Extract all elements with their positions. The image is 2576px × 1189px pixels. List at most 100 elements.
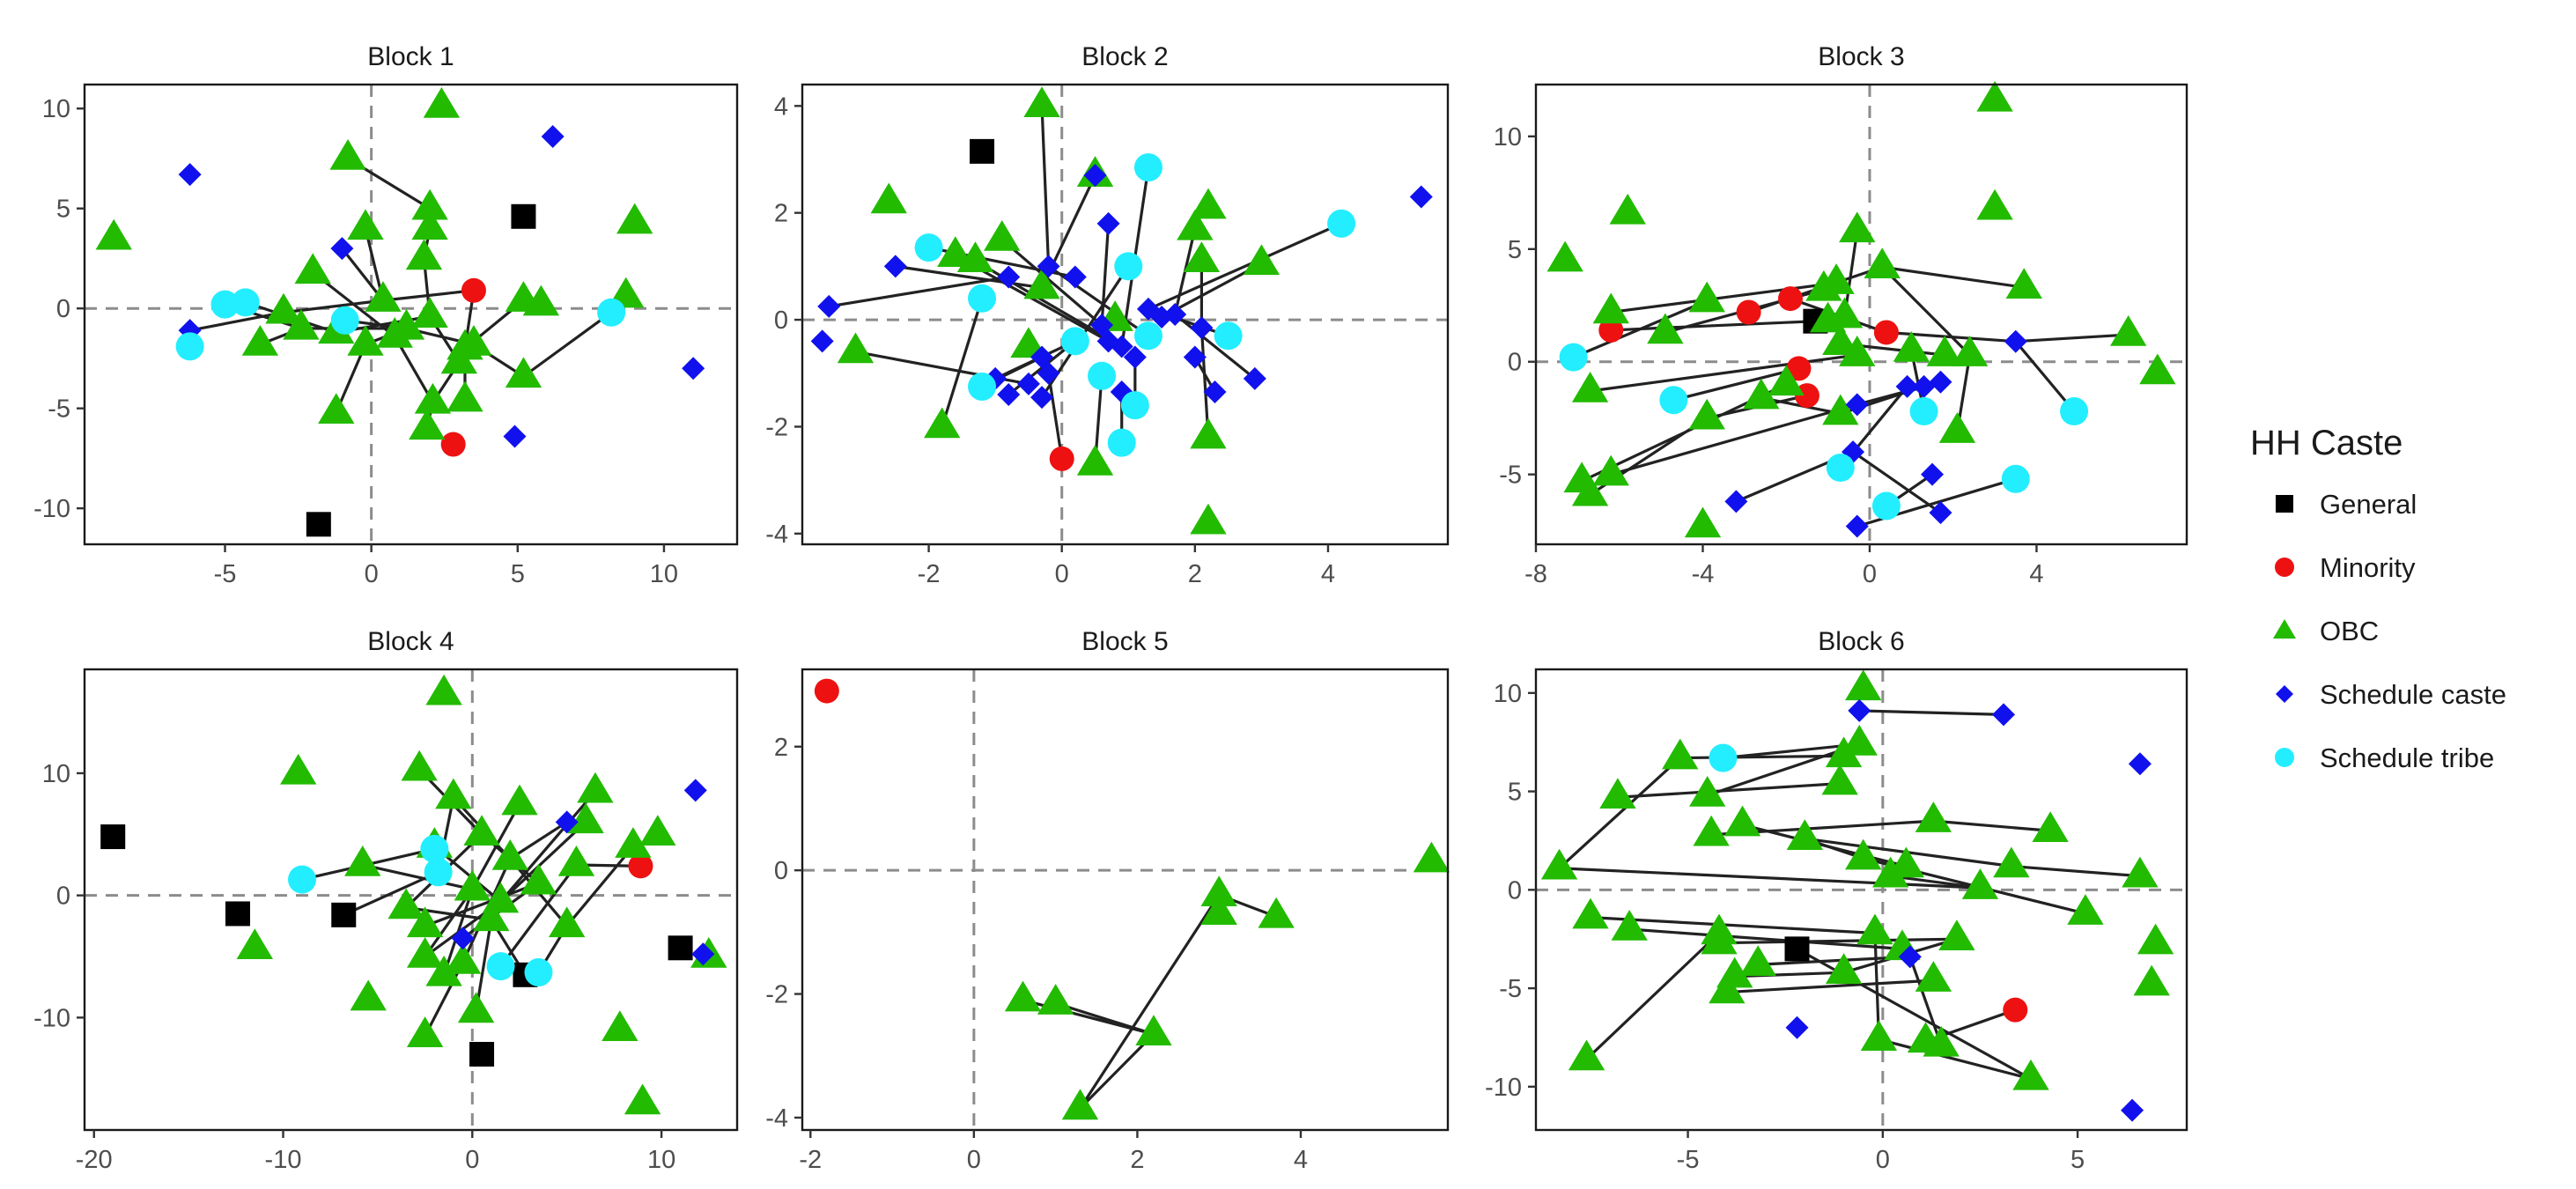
point-obc <box>411 188 448 220</box>
point-minority <box>1777 286 1803 312</box>
point-obc <box>457 992 495 1023</box>
legend-key-minority <box>2275 558 2294 577</box>
point-obc <box>522 284 560 316</box>
point-obc <box>567 802 604 834</box>
x-tick-label: -5 <box>214 560 237 588</box>
point-schedule-caste <box>682 357 705 380</box>
y-tick-label: 10 <box>1494 680 1522 708</box>
point-obc <box>329 138 366 170</box>
point-schedule-caste <box>1083 164 1107 188</box>
point-schedule-tribe <box>1214 321 1243 351</box>
point-obc <box>350 979 387 1011</box>
point-schedule-tribe <box>1909 397 1938 426</box>
point-obc <box>401 750 438 781</box>
point-schedule-tribe <box>1709 743 1738 772</box>
point-obc <box>1768 365 1805 396</box>
y-tick-label: -4 <box>765 1104 788 1133</box>
point-schedule-caste <box>683 779 707 802</box>
y-tick-label: 0 <box>1508 876 1522 905</box>
panel-title: Block 4 <box>367 627 454 656</box>
point-obc <box>1592 292 1629 324</box>
x-tick-label: 4 <box>2029 560 2043 588</box>
point-obc <box>1951 336 1989 366</box>
y-tick-label: 10 <box>42 95 70 123</box>
point-obc <box>1805 270 1842 301</box>
panel-title: Block 6 <box>1818 627 1904 656</box>
network-edge <box>335 343 367 413</box>
panel-title: Block 3 <box>1818 42 1904 71</box>
x-tick-label: 10 <box>650 560 678 588</box>
point-schedule-caste <box>1898 945 1922 969</box>
point-general <box>306 512 331 537</box>
point-schedule-tribe <box>1114 252 1143 281</box>
panel-border <box>83 83 739 546</box>
point-obc <box>870 182 907 214</box>
point-obc <box>347 325 384 356</box>
point-schedule-caste <box>1123 345 1147 369</box>
point-obc <box>454 869 491 901</box>
network-edge <box>1585 932 1721 1060</box>
point-obc <box>2005 268 2042 299</box>
point-obc <box>837 332 875 364</box>
panel-title: Block 2 <box>1081 42 1168 71</box>
point-obc <box>283 308 320 340</box>
point-obc <box>241 325 279 356</box>
point-schedule-caste <box>1845 514 1869 538</box>
point-obc <box>1135 1015 1172 1045</box>
point-obc <box>1822 394 1859 425</box>
point-minority <box>2003 997 2028 1023</box>
point-obc <box>344 845 381 876</box>
point-obc <box>1190 188 1227 219</box>
point-schedule-tribe <box>914 233 943 262</box>
point-schedule-caste <box>883 255 907 278</box>
point-obc <box>376 316 413 348</box>
point-general <box>1784 936 1810 962</box>
network-edge <box>1672 366 1799 402</box>
point-schedule-caste <box>691 942 715 966</box>
point-minority <box>1873 320 1899 345</box>
network-edge <box>1055 1001 1155 1036</box>
network-edge <box>1718 937 1957 945</box>
legend-label: Schedule tribe <box>2320 742 2494 773</box>
point-obc <box>425 955 462 986</box>
point-schedule-caste <box>178 163 202 187</box>
point-obc <box>406 906 444 938</box>
point-obc <box>1926 336 1963 366</box>
x-tick-label: 0 <box>1863 560 1877 588</box>
point-schedule-tribe <box>1826 454 1855 482</box>
point-schedule-tribe <box>1120 391 1149 420</box>
network-edge <box>1881 265 2025 289</box>
point-minority <box>1598 317 1624 343</box>
point-obc <box>1571 475 1609 506</box>
point-obc <box>1887 846 1925 878</box>
point-schedule-caste <box>1845 393 1869 417</box>
point-minority <box>814 678 839 704</box>
network-edge <box>1040 106 1051 267</box>
y-tick-label: 0 <box>774 306 788 335</box>
point-schedule-tribe <box>2060 397 2089 426</box>
point-obc <box>549 906 586 938</box>
point-schedule-tribe <box>1559 343 1588 372</box>
point-schedule-caste <box>330 237 354 261</box>
y-tick-label: 10 <box>1494 123 1522 151</box>
point-schedule-caste <box>1848 698 1871 722</box>
network-edge <box>1886 330 2016 343</box>
x-tick-label: 0 <box>1055 560 1069 588</box>
point-obc <box>615 827 652 858</box>
point-schedule-tribe <box>1871 491 1901 521</box>
point-obc <box>602 1010 638 1042</box>
point-obc <box>616 203 653 234</box>
point-obc <box>405 239 443 270</box>
y-tick-label: -5 <box>1499 975 1522 1003</box>
point-obc <box>1786 819 1824 850</box>
point-obc <box>347 209 384 240</box>
point-obc <box>1571 372 1609 402</box>
x-tick-label: 0 <box>1876 1146 1890 1174</box>
point-obc <box>1599 778 1636 809</box>
point-obc <box>1546 240 1583 272</box>
network-edge <box>1590 916 1876 935</box>
network-edge <box>1047 373 1064 460</box>
point-obc <box>1976 188 2013 220</box>
point-obc <box>1860 1020 1898 1051</box>
point-schedule-tribe <box>424 858 453 887</box>
